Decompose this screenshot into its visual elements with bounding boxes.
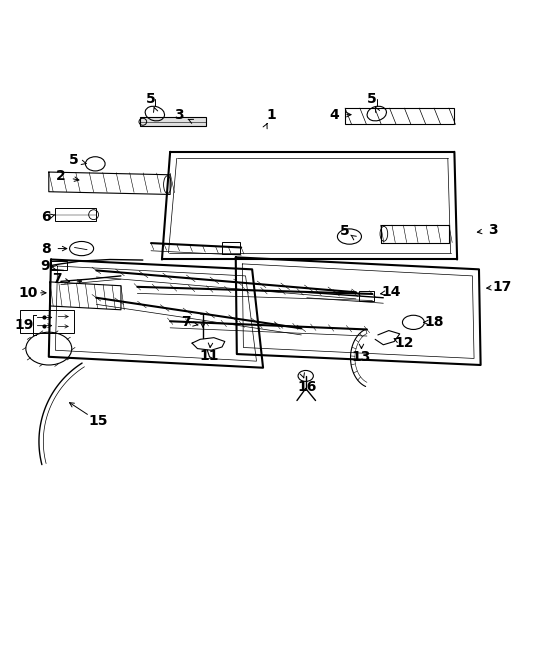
Text: 4: 4: [329, 108, 339, 122]
Text: 19: 19: [14, 318, 33, 332]
Text: 2: 2: [56, 169, 66, 183]
Text: 16: 16: [297, 380, 317, 394]
Text: 7: 7: [52, 272, 61, 286]
Bar: [55, 208, 96, 221]
Text: 5: 5: [340, 224, 350, 238]
Text: 15: 15: [88, 414, 108, 428]
Text: 5: 5: [146, 92, 156, 106]
Text: 7: 7: [181, 316, 190, 329]
Bar: [51, 260, 67, 270]
Text: 9: 9: [41, 259, 50, 273]
Bar: [140, 117, 206, 126]
Text: 12: 12: [395, 336, 414, 350]
Text: 3: 3: [488, 223, 498, 237]
Text: 14: 14: [382, 285, 401, 299]
Text: 5: 5: [367, 92, 376, 106]
Text: 10: 10: [18, 286, 38, 300]
Text: 8: 8: [41, 242, 50, 255]
Text: 11: 11: [200, 349, 219, 363]
Text: 6: 6: [41, 211, 50, 224]
Text: 5: 5: [68, 153, 78, 167]
Text: 1: 1: [266, 108, 276, 122]
Text: 17: 17: [493, 280, 512, 294]
Bar: [359, 291, 374, 301]
Bar: [222, 242, 239, 254]
Text: 3: 3: [175, 108, 184, 122]
Bar: [20, 310, 75, 333]
Text: 18: 18: [424, 316, 444, 329]
Text: 13: 13: [352, 350, 371, 364]
Bar: [345, 108, 454, 124]
